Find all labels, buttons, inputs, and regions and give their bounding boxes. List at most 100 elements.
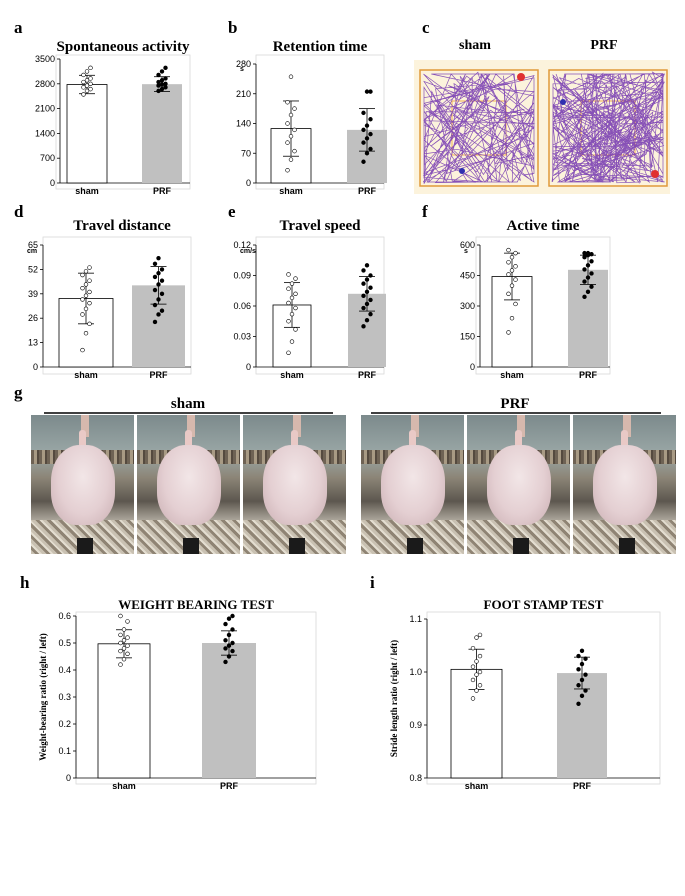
y-tick-label: 1.1: [409, 614, 422, 624]
mouse-photo: [361, 415, 464, 554]
data-point: [156, 270, 161, 276]
start-marker-sham: [459, 168, 465, 174]
data-point: [583, 672, 588, 677]
data-point: [285, 168, 290, 173]
data-point: [87, 265, 92, 270]
panel-letter-b: b: [228, 18, 237, 37]
data-point: [156, 312, 161, 317]
data-point: [81, 79, 86, 85]
data-point: [368, 146, 373, 152]
data-point: [576, 653, 581, 659]
y-tick-label: 2800: [35, 79, 55, 89]
data-point: [368, 273, 373, 278]
category-label: PRF: [358, 370, 377, 380]
data-point: [506, 260, 511, 265]
start-marker-prf: [560, 99, 566, 105]
panel-letter-h: h: [20, 573, 30, 592]
data-point: [80, 297, 85, 302]
data-point: [576, 701, 581, 706]
category-label: sham: [465, 781, 489, 791]
chart-title: Active time: [507, 218, 580, 234]
data-point: [506, 247, 511, 253]
panel-c-open-field: sham PRF: [414, 38, 670, 194]
data-point: [152, 319, 158, 325]
y-tick-label: 0.4: [58, 665, 71, 675]
data-point: [87, 289, 92, 295]
y-tick-label: 52: [28, 264, 38, 274]
data-point: [506, 272, 511, 277]
data-point: [230, 640, 235, 646]
data-point: [121, 656, 127, 662]
data-point: [230, 627, 235, 632]
data-point: [364, 318, 370, 323]
data-point: [474, 672, 479, 677]
category-label: sham: [279, 186, 303, 196]
data-point: [582, 255, 587, 260]
data-point: [83, 269, 89, 274]
data-point: [285, 140, 290, 145]
panel-letter-c: c: [422, 18, 430, 37]
y-tick-label: 0.12: [233, 240, 251, 250]
y-tick-label: 0: [470, 362, 475, 372]
data-point: [289, 281, 295, 286]
end-marker-sham: [517, 73, 525, 81]
bar-sham: [66, 84, 108, 184]
data-point: [230, 648, 235, 654]
data-point: [582, 279, 587, 284]
data-point: [361, 293, 366, 299]
y-axis-label: Weight-bearing ratio (right / left): [38, 633, 48, 760]
data-point: [121, 638, 127, 643]
data-point: [589, 284, 594, 289]
bar-prf: [557, 673, 607, 778]
data-point: [121, 646, 127, 651]
data-point: [368, 311, 373, 317]
data-point: [159, 308, 165, 313]
data-point: [474, 688, 479, 693]
data-point: [589, 259, 594, 264]
data-point: [84, 78, 90, 83]
y-tick-label: 65: [28, 240, 38, 250]
data-point: [88, 81, 93, 87]
data-point: [226, 632, 232, 638]
data-point: [576, 683, 581, 688]
data-point: [509, 268, 515, 273]
data-point: [293, 291, 298, 296]
panel-letter-e: e: [228, 202, 236, 221]
data-point: [368, 117, 373, 122]
category-label: sham: [112, 781, 136, 791]
panel-letter-i: i: [370, 573, 375, 592]
data-point: [288, 134, 294, 139]
data-point: [288, 74, 294, 79]
data-point: [88, 65, 93, 71]
mouse-photo: [137, 415, 240, 554]
data-point: [152, 261, 158, 266]
data-point: [223, 621, 228, 627]
bar-prf: [142, 84, 182, 183]
category-label: sham: [280, 370, 304, 380]
data-point: [585, 250, 591, 256]
data-point: [83, 306, 89, 312]
panel-c-prf-label: PRF: [590, 38, 617, 53]
data-point: [474, 659, 479, 664]
y-tick-label: 1400: [35, 128, 55, 138]
y-tick-label: 39: [28, 289, 38, 299]
track-prf: [551, 71, 666, 184]
data-point: [152, 302, 158, 308]
data-point: [474, 635, 479, 640]
data-point: [118, 613, 123, 619]
y-tick-label: 0.8: [409, 773, 422, 783]
y-tick-label: 0: [246, 178, 251, 188]
y-tick-label: 2100: [35, 104, 55, 114]
y-tick-label: 0: [33, 362, 38, 372]
data-point: [477, 683, 483, 688]
panel-g-sham-photos: [31, 415, 346, 554]
data-point: [361, 268, 366, 273]
arena-prf-border: [548, 69, 668, 187]
data-point: [80, 285, 85, 291]
data-point: [477, 653, 483, 659]
y-tick-label: 0: [50, 178, 55, 188]
panel-letter-g: g: [14, 383, 23, 402]
data-point: [118, 648, 123, 654]
data-point: [579, 648, 585, 653]
